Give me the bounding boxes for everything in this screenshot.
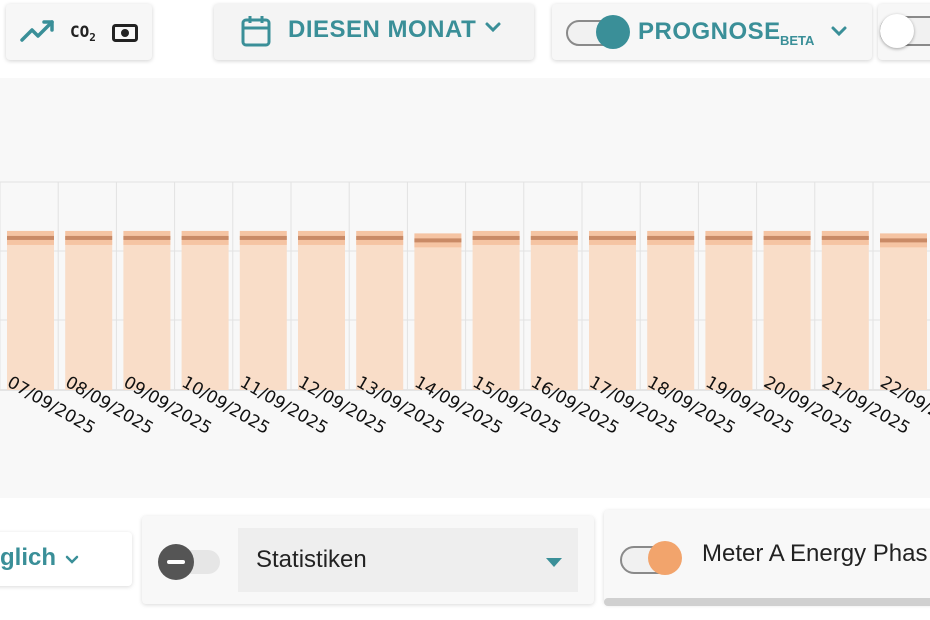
bar [472, 240, 520, 390]
forecast-toggle-knob [596, 15, 630, 49]
bar-mean-line [7, 235, 54, 240]
meter-toggle[interactable] [620, 541, 682, 575]
co2-label[interactable]: CO2 [70, 22, 96, 45]
bar-mean-line [356, 235, 404, 240]
co2-toolbar-card: CO2 [6, 4, 152, 60]
secondary-toggle[interactable] [880, 14, 930, 48]
bar [705, 240, 753, 390]
minus-icon [158, 544, 194, 580]
bar [239, 240, 287, 390]
meter-toggle-knob [648, 541, 682, 575]
caret-down-icon [546, 558, 562, 567]
statistics-select[interactable]: Statistiken [238, 528, 578, 592]
bar-mean-line [763, 235, 811, 240]
bar-mean-line [298, 235, 345, 240]
statistics-toggle[interactable] [158, 544, 220, 580]
bar [880, 243, 927, 390]
bar [7, 240, 54, 390]
bar-mean-line [589, 235, 636, 240]
energy-chart: 07/09/2025 08/09/2025 09/09/2025 10/09/2025… [0, 78, 930, 498]
bar [65, 240, 113, 390]
meter-label: Meter A Energy Phas [702, 540, 928, 567]
bar-mean-line [239, 235, 287, 240]
calendar-icon [241, 16, 271, 47]
bar [530, 240, 578, 390]
meter-card: Meter A Energy Phas [604, 510, 930, 606]
bar-mean-line [472, 235, 520, 240]
bar [414, 243, 462, 390]
bar-mean-line [123, 235, 171, 240]
bar-mean-line [530, 235, 578, 240]
bar-mean-line [65, 235, 113, 240]
bar [647, 240, 695, 390]
bar-mean-line [821, 235, 869, 240]
month-select-button[interactable]: DIESEN MONAT [214, 4, 534, 60]
bar [181, 240, 229, 390]
bar [821, 240, 869, 390]
chevron-down-icon [485, 22, 501, 33]
secondary-toggle-knob [880, 14, 914, 48]
forecast-label: PROGNOSE [638, 18, 781, 45]
bar-mean-line [705, 235, 753, 240]
money-icon[interactable] [112, 24, 138, 42]
forecast-beta-badge: BETA [780, 33, 815, 48]
trending-up-icon[interactable] [20, 18, 56, 44]
bar-mean-line [880, 238, 927, 243]
chart-svg: 07/09/202508/09/202509/09/202510/09/2025… [0, 181, 930, 439]
forecast-card: PROGNOSE BETA [552, 4, 872, 60]
statistics-select-value: Statistiken [256, 546, 367, 573]
bar [589, 240, 636, 390]
period-select-button[interactable]: glich [0, 532, 132, 586]
chevron-down-icon[interactable] [830, 24, 848, 38]
bar-mean-line [647, 235, 695, 240]
secondary-toggle-card [878, 4, 930, 60]
month-label: DIESEN MONAT [288, 16, 477, 43]
bar [123, 240, 171, 390]
bar [356, 240, 404, 390]
meter-scrollbar[interactable] [604, 598, 930, 606]
period-label: glich [0, 544, 57, 571]
bar-mean-line [181, 235, 229, 240]
bar [298, 240, 345, 390]
forecast-toggle[interactable] [566, 15, 630, 49]
bar [763, 240, 811, 390]
bar-mean-line [414, 238, 462, 243]
statistics-card: Statistiken [142, 516, 594, 604]
chevron-down-icon [65, 555, 79, 564]
